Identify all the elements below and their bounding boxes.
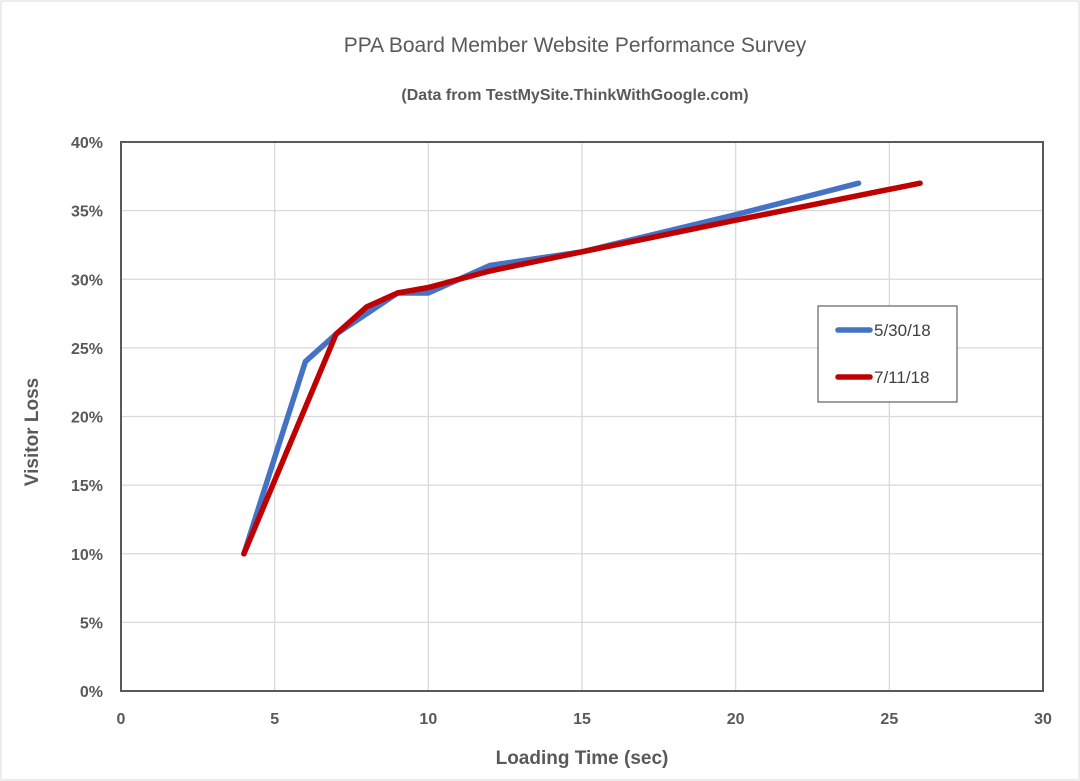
y-tick-label: 25%	[71, 341, 103, 358]
y-tick-label: 15%	[71, 478, 103, 495]
y-tick-label: 0%	[80, 684, 103, 701]
legend-label-2: 7/11/18	[874, 368, 929, 387]
x-tick-label: 10	[419, 711, 437, 728]
x-tick-label: 15	[573, 711, 591, 728]
series-layer	[241, 180, 923, 557]
x-axis-title: Loading Time (sec)	[496, 748, 669, 769]
tick-layer: 0% 5% 10% 15% 20% 25% 30% 35% 40% 0 5 10 15 20 25 30	[71, 135, 1052, 728]
y-tick-label: 30%	[71, 272, 103, 289]
series-line-2	[241, 180, 923, 557]
y-tick-label: 10%	[71, 547, 103, 564]
plot-area-border	[120, 141, 1044, 692]
chart-subtitle: (Data from TestMySite.ThinkWithGoogle.co…	[401, 87, 748, 104]
x-tick-label: 30	[1034, 711, 1052, 728]
x-tick-label: 5	[270, 711, 279, 728]
chart-title: PPA Board Member Website Performance Sur…	[344, 34, 807, 57]
y-tick-label: 35%	[71, 204, 103, 221]
y-tick-label: 40%	[71, 135, 103, 152]
y-tick-label: 5%	[80, 615, 103, 632]
y-axis-title: Visitor Loss	[22, 378, 43, 486]
y-tick-label: 20%	[71, 410, 103, 427]
x-tick-label: 20	[727, 711, 745, 728]
x-tick-label: 0	[117, 711, 126, 728]
legend-box	[817, 305, 958, 403]
legend: 5/30/18 7/11/18	[817, 305, 958, 403]
x-tick-label: 25	[880, 711, 898, 728]
legend-label-1: 5/30/18	[874, 321, 931, 340]
